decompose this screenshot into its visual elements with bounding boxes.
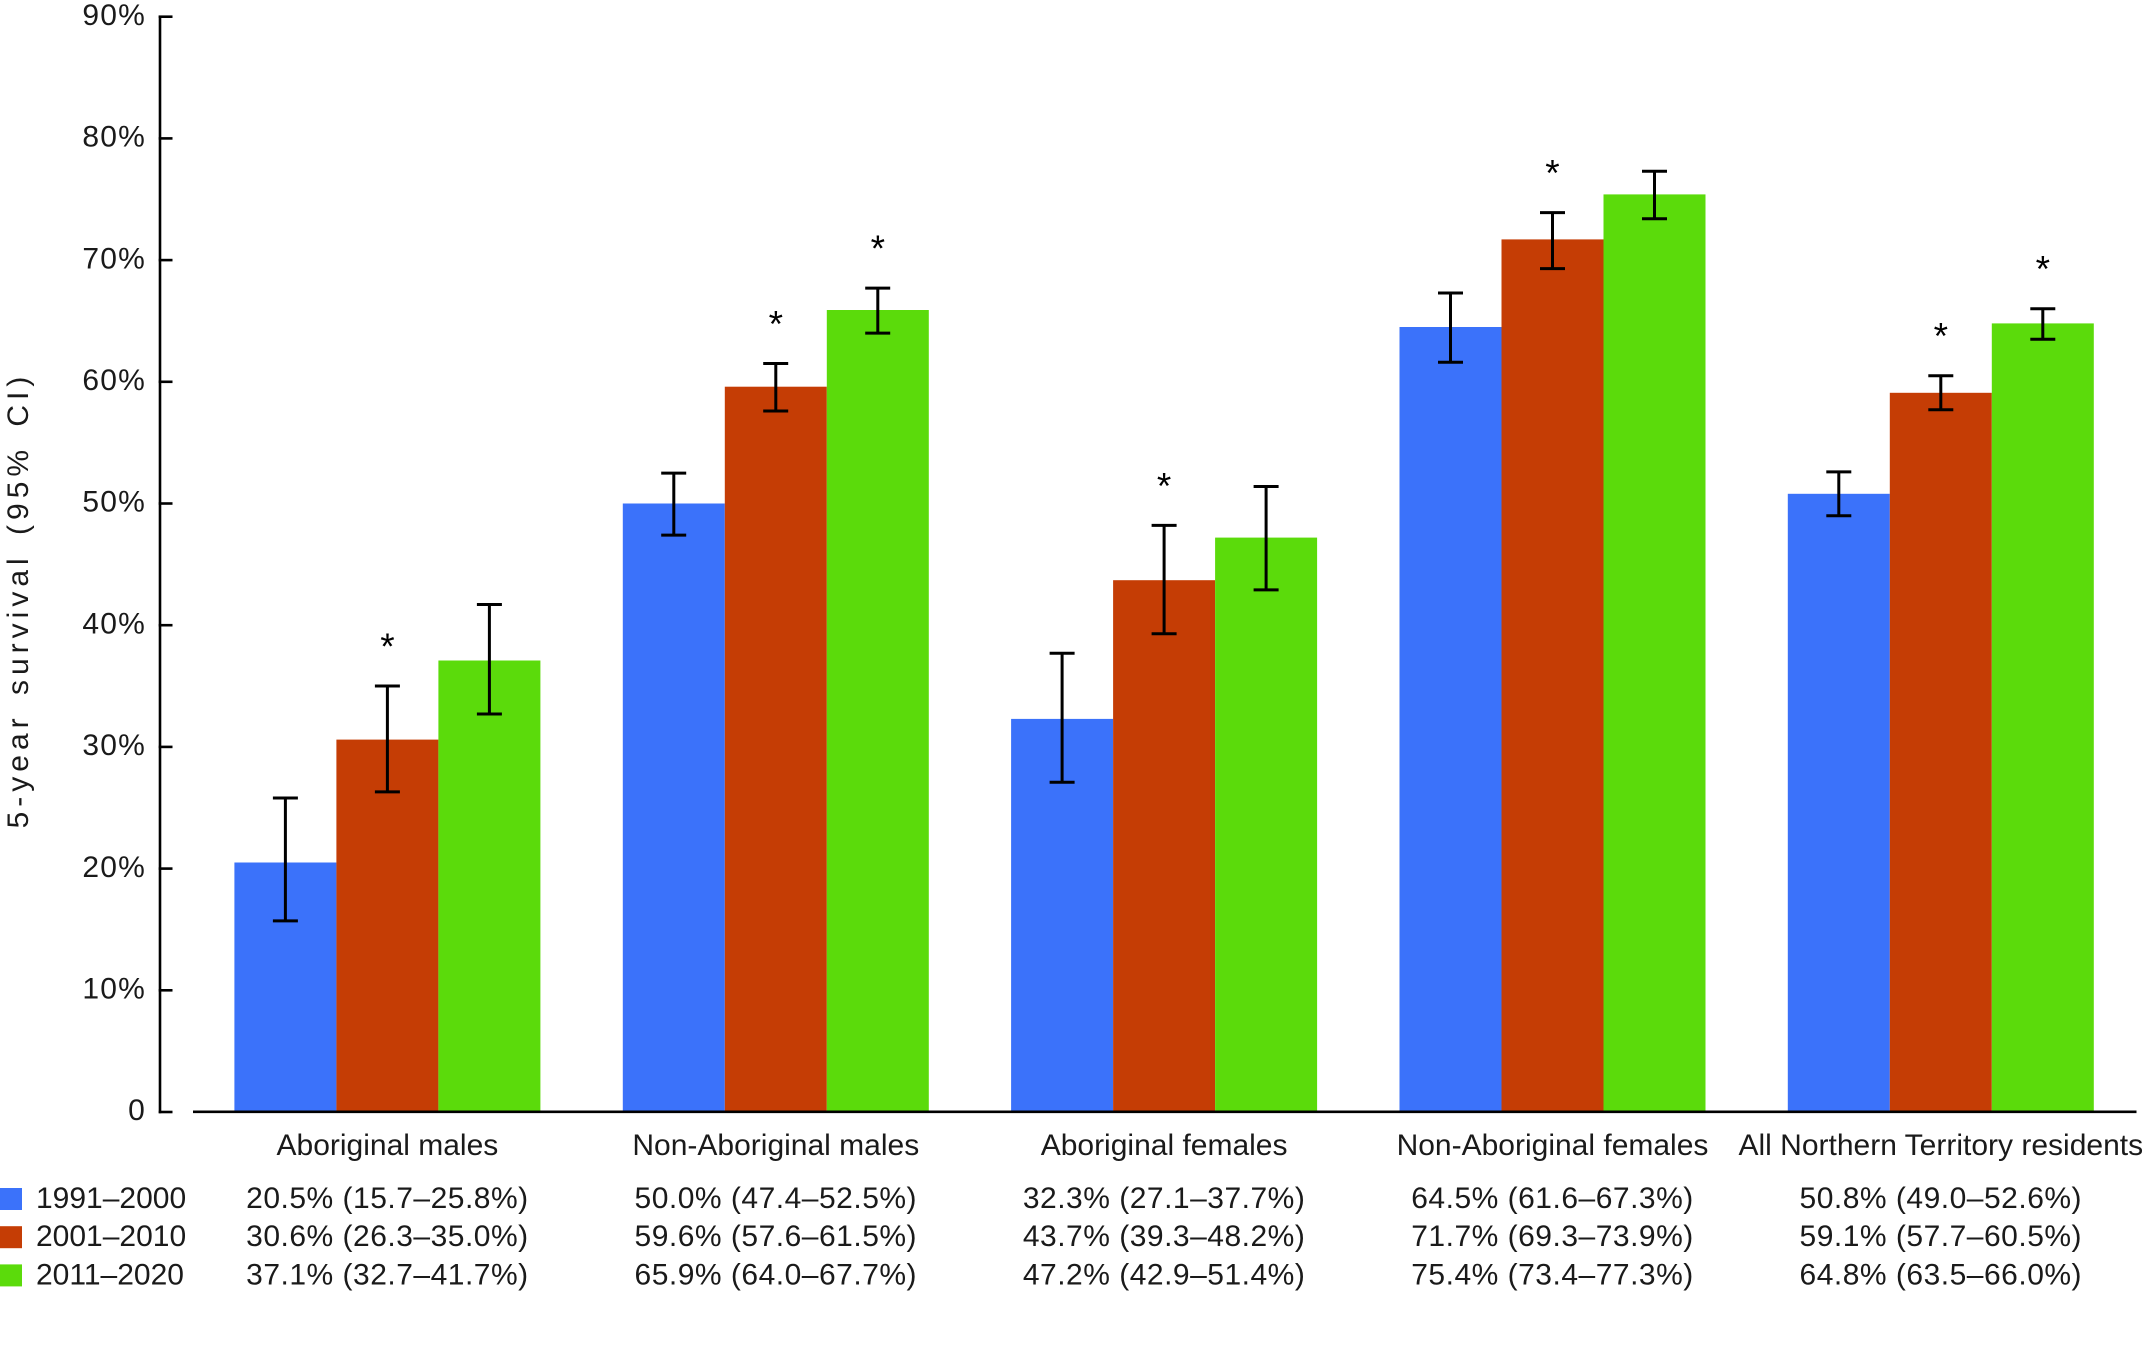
svg-text:*: * [1157, 465, 1171, 506]
svg-text:65.9% (64.0–67.7%): 65.9% (64.0–67.7%) [635, 1258, 918, 1291]
svg-text:30%: 30% [82, 729, 146, 762]
svg-text:64.8% (63.5–66.0%): 64.8% (63.5–66.0%) [1800, 1258, 2083, 1291]
svg-text:50.0% (47.4–52.5%): 50.0% (47.4–52.5%) [635, 1182, 918, 1215]
svg-text:80%: 80% [82, 121, 146, 154]
svg-text:47.2% (42.9–51.4%): 47.2% (42.9–51.4%) [1023, 1258, 1306, 1291]
svg-text:71.7% (69.3–73.9%): 71.7% (69.3–73.9%) [1411, 1220, 1694, 1253]
svg-text:10%: 10% [82, 973, 146, 1006]
svg-text:64.5% (61.6–67.3%): 64.5% (61.6–67.3%) [1411, 1182, 1694, 1215]
svg-text:43.7% (39.3–48.2%): 43.7% (39.3–48.2%) [1023, 1220, 1306, 1253]
svg-text:20%: 20% [82, 851, 146, 884]
svg-text:Aboriginal females: Aboriginal females [1041, 1129, 1288, 1162]
svg-text:20.5% (15.7–25.8%): 20.5% (15.7–25.8%) [246, 1182, 529, 1215]
svg-text:*: * [1545, 153, 1559, 194]
svg-text:*: * [769, 303, 783, 344]
svg-text:*: * [2036, 249, 2050, 290]
svg-text:40%: 40% [82, 607, 146, 640]
svg-text:60%: 60% [82, 364, 146, 397]
svg-text:0: 0 [128, 1094, 146, 1127]
svg-text:1991–2000: 1991–2000 [36, 1182, 186, 1215]
svg-text:Non-Aboriginal females: Non-Aboriginal females [1397, 1129, 1709, 1162]
svg-text:90%: 90% [82, 0, 146, 32]
svg-text:32.3% (27.1–37.7%): 32.3% (27.1–37.7%) [1023, 1182, 1306, 1215]
svg-text:2001–2010: 2001–2010 [36, 1220, 186, 1253]
svg-text:59.6% (57.6–61.5%): 59.6% (57.6–61.5%) [635, 1220, 918, 1253]
svg-text:*: * [871, 228, 885, 269]
svg-text:2011–2020: 2011–2020 [36, 1258, 184, 1291]
svg-text:*: * [380, 626, 394, 667]
svg-text:All Northern Territory residen: All Northern Territory residents [1739, 1129, 2144, 1162]
svg-text:*: * [1934, 316, 1948, 357]
svg-text:50%: 50% [82, 486, 146, 519]
svg-text:5-year survival (95% CI): 5-year survival (95% CI) [2, 372, 35, 829]
svg-text:37.1% (32.7–41.7%): 37.1% (32.7–41.7%) [246, 1258, 529, 1291]
svg-text:59.1% (57.7–60.5%): 59.1% (57.7–60.5%) [1800, 1220, 2083, 1253]
svg-text:70%: 70% [82, 242, 146, 275]
svg-text:Non-Aboriginal males: Non-Aboriginal males [632, 1129, 919, 1162]
svg-text:75.4% (73.4–77.3%): 75.4% (73.4–77.3%) [1411, 1258, 1694, 1291]
svg-text:50.8% (49.0–52.6%): 50.8% (49.0–52.6%) [1800, 1182, 2083, 1215]
svg-text:Aboriginal males: Aboriginal males [277, 1129, 499, 1162]
svg-text:30.6% (26.3–35.0%): 30.6% (26.3–35.0%) [246, 1220, 529, 1253]
